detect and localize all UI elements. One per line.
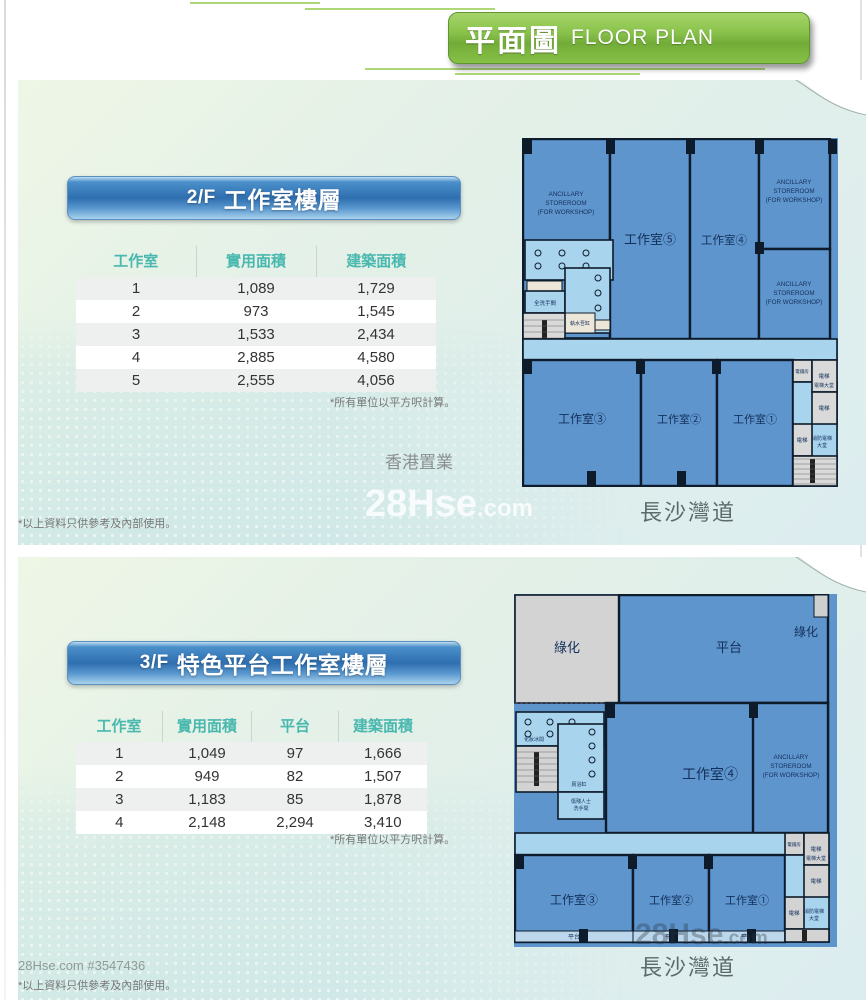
svg-text:全洗手間: 全洗手間	[534, 299, 557, 307]
svg-text:消防電梯: 消防電梯	[804, 908, 824, 915]
svg-text:大堂: 大堂	[817, 442, 827, 449]
svg-text:電梯: 電梯	[810, 877, 822, 885]
svg-text:工作室⑤: 工作室⑤	[624, 232, 676, 247]
svg-text:執水吾缸: 執水吾缸	[570, 320, 590, 327]
svg-text:(FOR WORKSHOP): (FOR WORKSHOP)	[766, 299, 823, 306]
svg-text:工作室④: 工作室④	[701, 233, 747, 247]
svg-text:(FOR WORKSHOP): (FOR WORKSHOP)	[766, 197, 823, 204]
svg-text:STOREROOM: STOREROOM	[773, 188, 814, 195]
svg-text:電梯: 電梯	[810, 845, 822, 853]
svg-text:平台: 平台	[716, 640, 742, 655]
svg-text:電梯: 電梯	[788, 909, 800, 917]
svg-text:STOREROOM: STOREROOM	[773, 290, 814, 297]
svg-text:STOREROOM: STOREROOM	[770, 763, 811, 770]
svg-text:工作室②: 工作室②	[649, 893, 693, 907]
svg-text:電梯大堂: 電梯大堂	[814, 382, 834, 389]
svg-text:綠化: 綠化	[794, 625, 818, 639]
svg-text:(FOR WORKSHOP): (FOR WORKSHOP)	[763, 772, 820, 779]
svg-text:洗手間: 洗手間	[573, 805, 588, 812]
svg-text:平台: 平台	[568, 933, 580, 941]
svg-text:工作室①: 工作室①	[725, 893, 769, 907]
svg-text:工作室①: 工作室①	[733, 412, 777, 426]
svg-text:電鐵房: 電鐵房	[795, 368, 809, 375]
svg-text:電梯大堂: 電梯大堂	[806, 855, 826, 862]
svg-text:工作室③: 工作室③	[550, 892, 598, 907]
svg-text:電梯: 電梯	[818, 372, 830, 380]
svg-text:工作室③: 工作室③	[558, 411, 606, 426]
svg-text:電鐵房: 電鐵房	[787, 841, 801, 848]
svg-text:(FOR WORKSHOP): (FOR WORKSHOP)	[538, 209, 595, 216]
svg-text:工作室④: 工作室④	[682, 766, 738, 782]
svg-text:大堂: 大堂	[809, 915, 819, 922]
svg-text:化妝冰間: 化妝冰間	[524, 736, 544, 743]
svg-text:電梯: 電梯	[818, 404, 830, 412]
svg-text:ANCILLARY: ANCILLARY	[549, 191, 585, 198]
svg-text:消防電梯: 消防電梯	[812, 435, 832, 442]
svg-text:厠浴缸: 厠浴缸	[571, 781, 586, 788]
svg-text:電梯: 電梯	[796, 436, 808, 444]
svg-text:工作室②: 工作室②	[657, 412, 701, 426]
svg-text:ANCILLARY: ANCILLARY	[774, 754, 810, 761]
svg-text:STOREROOM: STOREROOM	[545, 200, 586, 207]
svg-text:ANCILLARY: ANCILLARY	[777, 179, 813, 186]
svg-text:傷殘人士: 傷殘人士	[571, 798, 591, 805]
svg-text:綠化: 綠化	[554, 640, 580, 655]
svg-text:ANCILLARY: ANCILLARY	[777, 281, 813, 288]
